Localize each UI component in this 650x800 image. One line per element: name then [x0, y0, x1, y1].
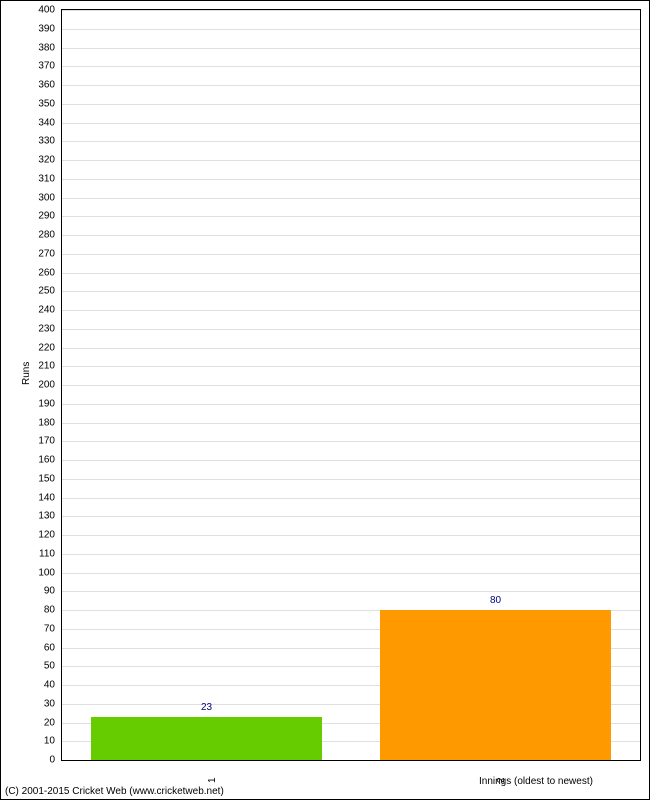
y-tick-label: 200 [25, 380, 55, 391]
copyright-text: (C) 2001-2015 Cricket Web (www.cricketwe… [5, 786, 224, 797]
y-tick-label: 150 [25, 473, 55, 484]
y-tick-label: 140 [25, 492, 55, 503]
y-tick-label: 180 [25, 417, 55, 428]
bar-value-label: 23 [201, 702, 212, 713]
gridline [62, 404, 640, 405]
y-tick-label: 290 [25, 211, 55, 222]
y-tick-label: 280 [25, 230, 55, 241]
y-tick-label: 100 [25, 567, 55, 578]
gridline [62, 591, 640, 592]
y-tick-label: 390 [25, 23, 55, 34]
gridline [62, 348, 640, 349]
y-tick-label: 20 [25, 717, 55, 728]
gridline [62, 179, 640, 180]
y-tick-label: 80 [25, 605, 55, 616]
y-tick-label: 220 [25, 342, 55, 353]
y-tick-label: 160 [25, 455, 55, 466]
gridline [62, 441, 640, 442]
y-tick-label: 170 [25, 436, 55, 447]
gridline [62, 460, 640, 461]
bar [91, 717, 322, 760]
y-tick-label: 70 [25, 623, 55, 634]
gridline [62, 329, 640, 330]
gridline [62, 123, 640, 124]
y-tick-label: 210 [25, 361, 55, 372]
gridline [62, 535, 640, 536]
y-tick-label: 110 [25, 548, 55, 559]
bar-value-label: 80 [490, 595, 501, 606]
y-tick-label: 240 [25, 305, 55, 316]
gridline [62, 216, 640, 217]
gridline [62, 48, 640, 49]
gridline [62, 423, 640, 424]
y-tick-label: 50 [25, 661, 55, 672]
y-tick-label: 250 [25, 286, 55, 297]
chart-container: 2380 Runs Innings (oldest to newest) (C)… [0, 0, 650, 800]
gridline [62, 573, 640, 574]
y-tick-label: 120 [25, 530, 55, 541]
y-tick-label: 300 [25, 192, 55, 203]
gridline [62, 85, 640, 86]
gridline [62, 29, 640, 30]
gridline [62, 498, 640, 499]
y-tick-label: 90 [25, 586, 55, 597]
y-tick-label: 0 [25, 755, 55, 766]
x-tick-label: 2 [496, 777, 507, 783]
plot-area: 23 80 [61, 9, 641, 761]
gridline [62, 273, 640, 274]
y-tick-label: 380 [25, 42, 55, 53]
y-tick-label: 30 [25, 698, 55, 709]
gridline [62, 160, 640, 161]
y-tick-label: 190 [25, 398, 55, 409]
x-tick-label: 1 [207, 777, 218, 783]
y-tick-label: 310 [25, 173, 55, 184]
gridline [62, 235, 640, 236]
y-tick-label: 330 [25, 136, 55, 147]
y-tick-label: 400 [25, 5, 55, 16]
y-tick-label: 350 [25, 98, 55, 109]
gridline [62, 141, 640, 142]
y-tick-label: 360 [25, 80, 55, 91]
gridline [62, 10, 640, 11]
gridline [62, 104, 640, 105]
y-tick-label: 320 [25, 155, 55, 166]
gridline [62, 385, 640, 386]
gridline [62, 516, 640, 517]
gridline [62, 310, 640, 311]
gridline [62, 554, 640, 555]
gridline [62, 66, 640, 67]
gridline [62, 291, 640, 292]
gridline [62, 366, 640, 367]
y-tick-label: 370 [25, 61, 55, 72]
y-tick-label: 60 [25, 642, 55, 653]
y-tick-label: 340 [25, 117, 55, 128]
y-tick-label: 260 [25, 267, 55, 278]
y-tick-label: 130 [25, 511, 55, 522]
gridline [62, 254, 640, 255]
gridline [62, 198, 640, 199]
y-tick-label: 230 [25, 323, 55, 334]
gridline [62, 479, 640, 480]
bar [380, 610, 611, 760]
y-tick-label: 270 [25, 248, 55, 259]
y-tick-label: 40 [25, 680, 55, 691]
y-tick-label: 10 [25, 736, 55, 747]
